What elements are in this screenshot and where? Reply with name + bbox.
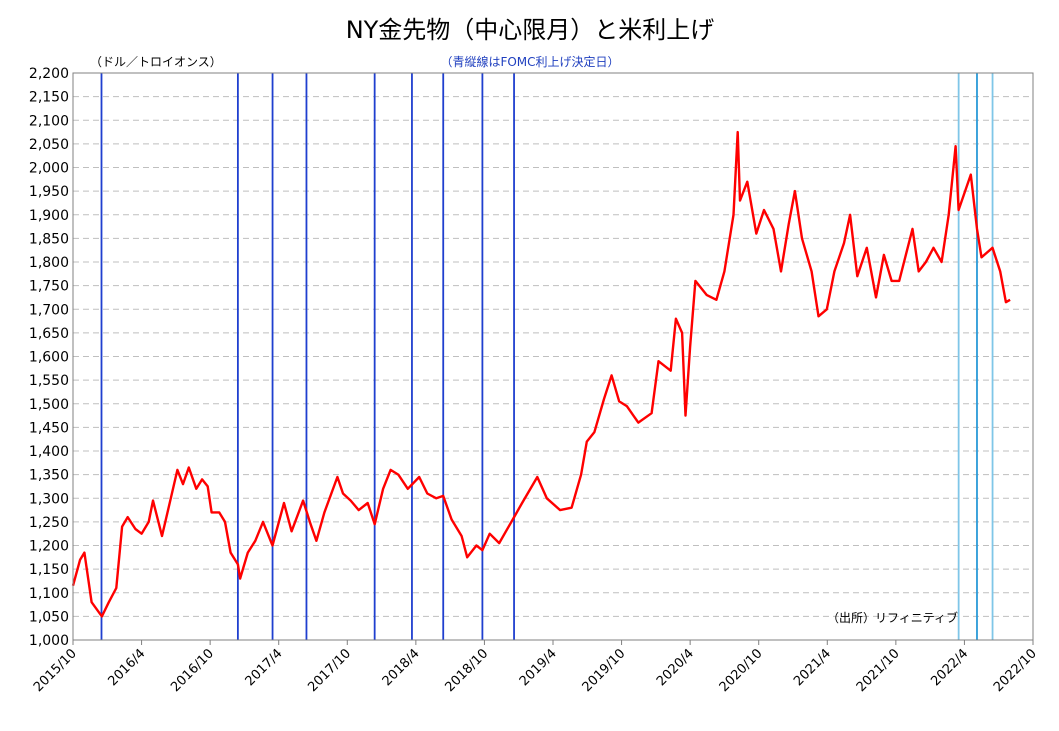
x-tick-label: 2018/4 <box>380 646 423 689</box>
x-tick-label: 2019/4 <box>517 646 560 689</box>
plot-frame <box>72 72 1034 641</box>
x-tick-label: 2019/10 <box>580 646 629 695</box>
grid-layer <box>73 96 1033 617</box>
y-tick-label: 1,350 <box>29 468 69 484</box>
y-tick-label: 1,150 <box>29 562 69 578</box>
chart-title: NY金先物（中心限月）と米利上げ <box>346 16 715 44</box>
y-tick-label: 1,650 <box>29 326 69 342</box>
y-tick-label: 2,200 <box>29 66 69 82</box>
x-tick-label: 2020/10 <box>717 646 766 695</box>
y-tick-label: 1,200 <box>29 539 69 555</box>
x-tick-label: 2021/10 <box>854 646 903 695</box>
x-tick-label: 2022/4 <box>928 646 971 689</box>
y-tick-label: 2,100 <box>29 113 69 129</box>
x-tick-label: 2018/10 <box>442 646 491 695</box>
y-tick-label: 1,500 <box>29 397 69 413</box>
x-tick-label: 2022/10 <box>991 646 1040 695</box>
y-tick-label: 1,950 <box>29 184 69 200</box>
y-tick-label: 1,100 <box>29 586 69 602</box>
y-tick-label: 2,000 <box>29 161 69 177</box>
unit-label: （ドル／トロイオンス） <box>90 55 222 69</box>
y-tick-label: 1,400 <box>29 444 69 460</box>
y-tick-label: 1,300 <box>29 491 69 507</box>
y-tick-label: 2,150 <box>29 90 69 106</box>
x-tick-label: 2016/10 <box>168 646 217 695</box>
y-tick-label: 1,750 <box>29 279 69 295</box>
chart-subtitle: （青縦線はFOMC利上げ決定日） <box>440 54 619 69</box>
y-tick-label: 1,800 <box>29 255 69 271</box>
source-note: （出所）リフィニティブ <box>827 610 958 625</box>
y-tick-label: 1,850 <box>29 231 69 247</box>
y-tick-label: 1,550 <box>29 373 69 389</box>
x-tick-label: 2015/10 <box>31 646 80 695</box>
y-axis-ticks: 1,000 1,050 1,100 1,150 1,200 1,250 1,300 1,350… <box>29 66 69 649</box>
y-tick-label: 1,000 <box>29 633 69 649</box>
x-tick-label: 2017/10 <box>305 646 354 695</box>
x-tick-label: 2020/4 <box>654 646 697 689</box>
x-tick-label: 2021/4 <box>791 646 834 689</box>
y-tick-label: 1,050 <box>29 609 69 625</box>
series-layer <box>71 130 1011 618</box>
y-tick-label: 1,250 <box>29 515 69 531</box>
x-tick-label: 2016/4 <box>105 646 148 689</box>
gold-price-line <box>71 130 1011 618</box>
y-tick-label: 2,050 <box>29 137 69 153</box>
y-tick-label: 1,450 <box>29 420 69 436</box>
x-tick-label: 2017/4 <box>243 646 286 689</box>
x-axis-ticks: 2015/10 2016/4 2016/10 2017/4 2017/10 2018/4 2… <box>31 640 1040 695</box>
y-tick-label: 1,600 <box>29 350 69 366</box>
y-tick-label: 1,900 <box>29 208 69 224</box>
y-tick-label: 1,700 <box>29 302 69 318</box>
